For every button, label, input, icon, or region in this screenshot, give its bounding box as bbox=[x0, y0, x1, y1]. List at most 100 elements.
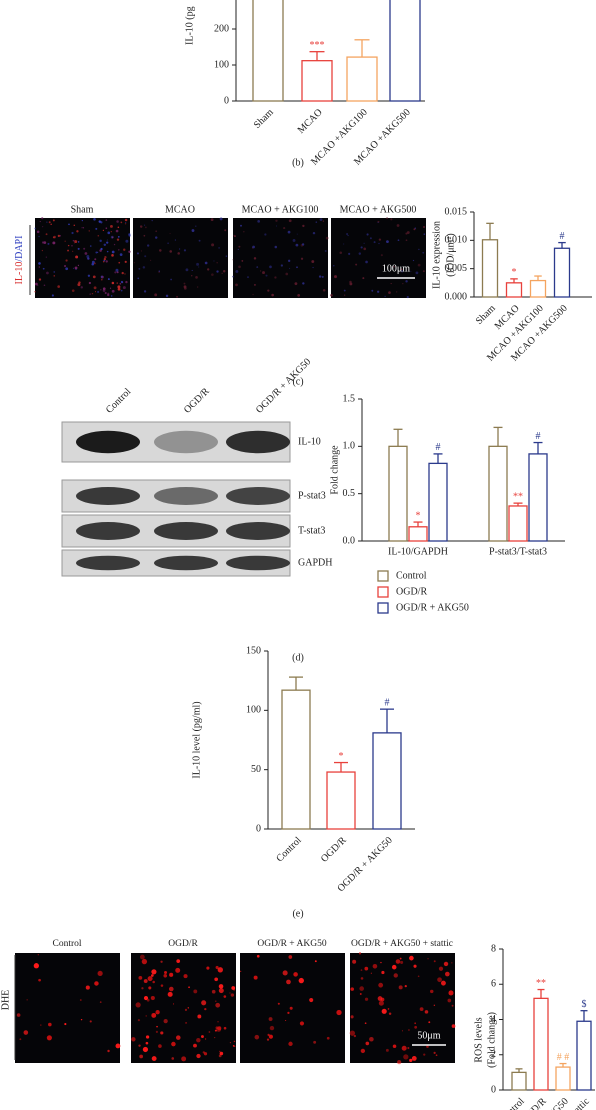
micrograph-dot bbox=[41, 241, 45, 244]
micrograph-dot bbox=[42, 267, 45, 270]
micrograph-dot bbox=[438, 966, 444, 971]
micrograph-dot bbox=[143, 979, 148, 984]
micrograph-dot bbox=[103, 243, 107, 247]
micrograph-dot bbox=[143, 290, 147, 293]
micrograph-dot bbox=[322, 220, 325, 222]
micrograph-dot bbox=[151, 219, 153, 222]
micrograph-dot bbox=[233, 235, 236, 238]
bar bbox=[408, 526, 428, 542]
micrograph-dot bbox=[378, 982, 384, 988]
micrograph-dot bbox=[50, 223, 52, 226]
micrograph-dot bbox=[89, 293, 92, 295]
significance-mark: ** bbox=[536, 978, 546, 989]
micrograph-dot bbox=[140, 225, 142, 227]
micrograph-dot bbox=[64, 240, 66, 242]
micrograph-dot bbox=[235, 283, 238, 287]
significance-mark: # bbox=[560, 231, 565, 242]
micrograph-dot bbox=[211, 273, 214, 276]
micrograph-dot bbox=[428, 1021, 431, 1024]
micrograph-dot bbox=[119, 253, 123, 256]
micrograph-dot bbox=[34, 227, 37, 230]
micrograph-dot bbox=[191, 269, 193, 271]
micrograph-dot bbox=[79, 999, 82, 1001]
micrograph-dot bbox=[401, 1030, 403, 1032]
micrograph-dot bbox=[185, 268, 189, 272]
micrograph-dot bbox=[74, 266, 78, 270]
micrograph-dot bbox=[309, 997, 314, 1003]
micrograph-dot bbox=[235, 269, 239, 273]
micrograph-dot bbox=[377, 996, 383, 1001]
micrograph-dot bbox=[196, 1053, 201, 1059]
micrograph-dot bbox=[388, 291, 391, 294]
micrograph-dot bbox=[401, 1045, 407, 1051]
micrograph-dot bbox=[433, 960, 436, 963]
micrograph-dot bbox=[158, 1044, 162, 1048]
micrograph-dot bbox=[138, 267, 141, 270]
legend-label: OGD/R + AKG50 bbox=[396, 602, 469, 613]
bar bbox=[346, 56, 378, 102]
micrograph-dot bbox=[359, 986, 364, 991]
legend-swatch bbox=[377, 602, 389, 614]
micrograph-dot bbox=[145, 1035, 150, 1039]
micrograph-dot bbox=[363, 242, 365, 244]
micrograph-dot bbox=[447, 998, 452, 1003]
micrograph-dot bbox=[373, 241, 376, 244]
significance-mark: $ bbox=[582, 999, 587, 1010]
micrograph-dot bbox=[369, 237, 372, 240]
micrograph-dot bbox=[399, 957, 402, 960]
lane-label: OGD/R + AKG50 bbox=[254, 356, 313, 415]
micrograph-dot bbox=[280, 264, 283, 267]
blot-band bbox=[154, 555, 218, 571]
micrograph-dot bbox=[381, 970, 385, 975]
micrograph-dot bbox=[106, 250, 109, 253]
micrograph-dot bbox=[409, 955, 414, 961]
micrograph-dot bbox=[388, 1012, 392, 1016]
micrograph-dot bbox=[52, 219, 55, 222]
micrograph-dot bbox=[76, 230, 79, 233]
micrograph-dot bbox=[95, 227, 98, 230]
legend-label: OGD/R bbox=[396, 586, 427, 597]
micrograph-dot bbox=[219, 217, 223, 221]
y-tick-label: 50 bbox=[251, 764, 261, 775]
micrograph-dot bbox=[208, 1031, 211, 1033]
micrograph-dot bbox=[383, 265, 385, 267]
scale-bar-label: 100μm bbox=[382, 263, 410, 274]
micrograph-dot bbox=[422, 225, 426, 229]
image-label: OGD/R + AKG50 + stattic bbox=[351, 939, 453, 949]
y-axis-label: IL-10 level (pg/ml) bbox=[191, 701, 202, 778]
micrograph-dot bbox=[385, 1048, 389, 1052]
micrograph-dot bbox=[107, 1049, 110, 1053]
micrograph-dot bbox=[48, 221, 51, 224]
y-tick-label: 1.5 bbox=[343, 393, 356, 404]
micrograph-dot bbox=[156, 1025, 158, 1028]
micrograph-dot bbox=[443, 961, 449, 967]
caption: (d) bbox=[292, 652, 304, 663]
micrograph-dot bbox=[125, 221, 127, 224]
micrograph-dot bbox=[216, 262, 218, 264]
micrograph-dot bbox=[393, 265, 395, 268]
micrograph-dot bbox=[141, 958, 148, 965]
micrograph-dot bbox=[256, 266, 259, 268]
micrograph-dot bbox=[196, 1037, 201, 1043]
micrograph-dot bbox=[113, 243, 116, 246]
micrograph-dot bbox=[77, 264, 80, 267]
micrograph-dot bbox=[206, 966, 210, 970]
micrograph-dot bbox=[430, 989, 434, 994]
micrograph-dot bbox=[154, 293, 158, 297]
micrograph-dot bbox=[283, 226, 286, 230]
band-label: T-stat3 bbox=[298, 525, 325, 536]
micrograph-dot bbox=[103, 258, 106, 261]
micrograph-dot bbox=[77, 247, 80, 250]
micrograph-dot bbox=[423, 233, 426, 235]
y-axis-label: (IOD/μm²) bbox=[445, 233, 456, 276]
y-tick-label: 0.5 bbox=[343, 488, 356, 499]
micrograph-dot bbox=[405, 239, 408, 242]
micrograph-dot bbox=[80, 1019, 83, 1021]
micrograph-dot bbox=[102, 260, 105, 263]
micrograph-dot bbox=[148, 986, 152, 990]
micrograph-dot bbox=[210, 218, 214, 222]
bar bbox=[528, 453, 548, 542]
y-tick-label: 6 bbox=[491, 979, 496, 990]
micrograph-dot bbox=[315, 221, 318, 223]
micrograph-dot bbox=[336, 1009, 342, 1016]
